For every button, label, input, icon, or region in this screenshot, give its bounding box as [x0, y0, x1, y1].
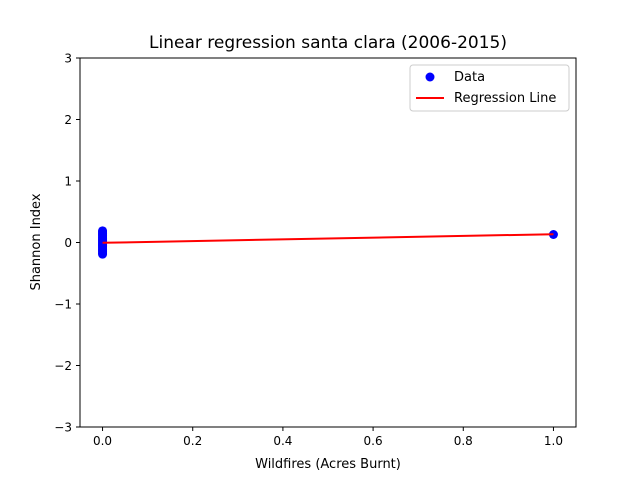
chart-title: Linear regression santa clara (2006-2015… — [149, 33, 507, 53]
y-tick-label: −3 — [54, 421, 72, 435]
y-tick-label: 2 — [64, 113, 72, 127]
y-tick-label: 3 — [64, 52, 72, 66]
plot-area — [98, 226, 558, 259]
y-tick-label: −1 — [54, 298, 72, 312]
x-tick-label: 1.0 — [544, 434, 563, 448]
regression-line — [102, 233, 554, 244]
y-tick-label: 0 — [64, 236, 72, 250]
x-tick-label: 0.8 — [454, 434, 473, 448]
y-axis: −3 −2 −1 0 1 2 3 — [54, 52, 80, 435]
x-axis: 0.0 0.2 0.4 0.6 0.8 1.0 — [93, 427, 563, 448]
y-tick-label: −2 — [54, 359, 72, 373]
legend: Data Regression Line — [409, 64, 570, 112]
x-tick-label: 0.6 — [364, 434, 383, 448]
data-point — [98, 226, 108, 236]
legend-data-label: Data — [454, 70, 485, 85]
legend-box — [409, 64, 570, 112]
y-tick-label: 1 — [64, 175, 72, 189]
x-tick-label: 0.2 — [183, 434, 202, 448]
x-tick-label: 0.0 — [93, 434, 112, 448]
y-axis-label: Shannon Index — [29, 193, 44, 290]
x-tick-label: 0.4 — [273, 434, 292, 448]
x-axis-label: Wildfires (Acres Burnt) — [255, 457, 401, 472]
legend-data-marker — [425, 72, 435, 82]
legend-regression-label: Regression Line — [454, 91, 556, 106]
